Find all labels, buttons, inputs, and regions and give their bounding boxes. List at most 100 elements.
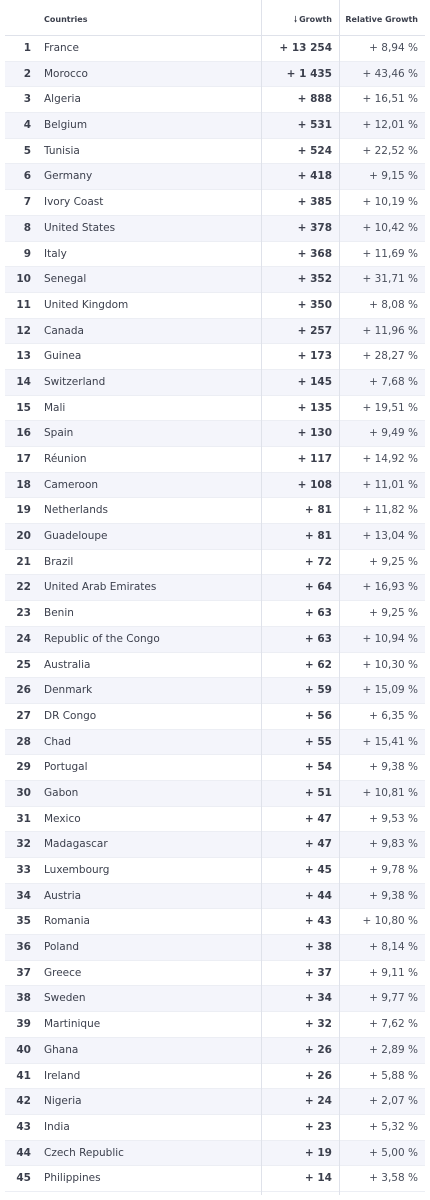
- table-row[interactable]: 34 Austria + 44 + 9,38 %: [5, 883, 425, 910]
- country-cell: Senegal: [44, 273, 87, 286]
- table-row[interactable]: 11 United Kingdom + 350 + 8,08 %: [5, 293, 425, 319]
- table-row[interactable]: 38 Sweden + 34 + 9,77 %: [5, 986, 425, 1013]
- rank-cell: 45: [16, 1172, 31, 1185]
- country-cell: Switzerland: [44, 375, 106, 388]
- growth-cell: + 54: [304, 761, 332, 774]
- table-row[interactable]: 12 Canada + 257 + 11,96 %: [5, 318, 425, 345]
- table-row[interactable]: 42 Nigeria + 24 + 2,07 %: [5, 1089, 425, 1115]
- table-row[interactable]: 16 Spain + 130 + 9,49 %: [5, 421, 425, 447]
- country-cell: DR Congo: [44, 709, 97, 722]
- rank-cell: 42: [16, 1095, 31, 1108]
- rank-cell: 21: [16, 555, 31, 568]
- table-row[interactable]: 19 Netherlands + 81 + 11,82 %: [5, 498, 425, 525]
- relative-growth-cell: + 15,09 %: [362, 684, 418, 697]
- rank-cell: 15: [16, 401, 31, 414]
- table-row[interactable]: 41 Ireland + 26 + 5,88 %: [5, 1064, 425, 1090]
- relative-growth-cell: + 9,83 %: [369, 838, 418, 851]
- table-row[interactable]: 5 Tunisia + 524 + 22,52 %: [5, 139, 425, 165]
- country-cell: Brazil: [44, 555, 74, 568]
- relative-growth-cell: + 11,69 %: [362, 247, 418, 260]
- country-cell: Ireland: [44, 1069, 81, 1082]
- table-row[interactable]: 33 Luxembourg + 45 + 9,78 %: [5, 858, 425, 884]
- table-row[interactable]: 24 Republic of the Congo + 63 + 10,94 %: [5, 626, 425, 653]
- rank-cell: 39: [16, 1018, 31, 1031]
- growth-cell: + 44: [304, 889, 332, 902]
- relative-growth-cell: + 12,01 %: [362, 119, 418, 132]
- table-row[interactable]: 44 Czech Republic + 19 + 5,00 %: [5, 1140, 425, 1167]
- growth-cell: + 378: [297, 221, 332, 234]
- relative-growth-cell: + 2,89 %: [369, 1043, 418, 1056]
- rank-cell: 17: [16, 453, 31, 465]
- table-row[interactable]: 28 Chad + 55 + 15,41 %: [5, 729, 425, 756]
- arrow-down-icon: 🠓: [294, 15, 298, 24]
- growth-cell: + 135: [297, 401, 332, 414]
- country-cell: Canada: [44, 324, 84, 337]
- table-row[interactable]: 22 United Arab Emirates + 64 + 16,93 %: [5, 575, 425, 602]
- column-divider: [339, 0, 340, 1195]
- relative-growth-cell: + 9,49 %: [369, 427, 418, 440]
- table-row[interactable]: 32 Madagascar + 47 + 9,83 %: [5, 832, 425, 858]
- relative-growth-cell: + 11,01 %: [362, 478, 418, 491]
- country-cell: Czech Republic: [44, 1146, 124, 1159]
- table-row[interactable]: 40 Ghana + 26 + 2,89 %: [5, 1037, 425, 1064]
- country-cell: Greece: [44, 966, 82, 979]
- column-header-countries[interactable]: Countries: [44, 15, 88, 24]
- table-row[interactable]: 27 DR Congo + 56 + 6,35 %: [5, 704, 425, 730]
- table-row[interactable]: 8 United States + 378 + 10,42 %: [5, 215, 425, 242]
- relative-growth-cell: + 16,93 %: [362, 581, 418, 594]
- table-row[interactable]: 20 Guadeloupe + 81 + 13,04 %: [5, 524, 425, 550]
- table-row[interactable]: 9 Italy + 368 + 11,69 %: [5, 242, 425, 268]
- rank-cell: 25: [16, 658, 31, 671]
- table-row[interactable]: 15 Mali + 135 + 19,51 %: [5, 396, 425, 422]
- table-row[interactable]: 6 Germany + 418 + 9,15 %: [5, 164, 425, 191]
- table-row[interactable]: 25 Australia + 62 + 10,30 %: [5, 653, 425, 679]
- table-row[interactable]: 36 Poland + 38 + 8,14 %: [5, 935, 425, 961]
- table-row[interactable]: 7 Ivory Coast + 385 + 10,19 %: [5, 190, 425, 216]
- growth-cell: + 34: [304, 992, 332, 1005]
- growth-cell: + 350: [297, 298, 332, 311]
- table-row[interactable]: 14 Switzerland + 145 + 7,68 %: [5, 369, 425, 396]
- country-cell: France: [44, 42, 79, 54]
- growth-cell: + 24: [304, 1095, 332, 1108]
- table-row[interactable]: 29 Portugal + 54 + 9,38 %: [5, 755, 425, 781]
- growth-cell: + 531: [297, 119, 332, 132]
- table-row[interactable]: 23 Benin + 63 + 9,25 %: [5, 601, 425, 627]
- country-cell: Poland: [44, 941, 80, 954]
- table-row[interactable]: 37 Greece + 37 + 9,11 %: [5, 961, 425, 987]
- growth-cell: + 26: [304, 1043, 332, 1056]
- table-row[interactable]: 1 France + 13 254 + 8,94 %: [5, 36, 425, 62]
- growth-cell: + 64: [304, 581, 332, 594]
- table-row[interactable]: 10 Senegal + 352 + 31,71 %: [5, 267, 425, 293]
- country-cell: Spain: [44, 427, 74, 440]
- growth-cell: + 38: [304, 941, 332, 954]
- table-row[interactable]: 35 Romania + 43 + 10,80 %: [5, 909, 425, 936]
- growth-cell: + 108: [297, 478, 332, 491]
- rank-cell: 1: [23, 42, 31, 54]
- table-row[interactable]: 43 India + 23 + 5,32 %: [5, 1115, 425, 1141]
- table-header: Countries 🠓 Growth Relative Growth: [5, 0, 425, 36]
- growth-cell: + 56: [304, 709, 332, 722]
- table-row[interactable]: 17 Réunion + 117 + 14,92 %: [5, 447, 425, 473]
- table-row[interactable]: 26 Denmark + 59 + 15,09 %: [5, 678, 425, 704]
- column-header-relative-growth[interactable]: Relative Growth: [345, 15, 418, 24]
- table-row[interactable]: 31 Mexico + 47 + 9,53 %: [5, 807, 425, 833]
- country-cell: Austria: [44, 889, 82, 902]
- table-row[interactable]: 13 Guinea + 173 + 28,27 %: [5, 344, 425, 370]
- rank-cell: 33: [16, 864, 31, 876]
- table-row[interactable]: 18 Cameroon + 108 + 11,01 %: [5, 472, 425, 499]
- rank-cell: 12: [16, 324, 31, 337]
- table-row[interactable]: 39 Martinique + 32 + 7,62 %: [5, 1012, 425, 1038]
- country-cell: Gabon: [44, 786, 79, 799]
- rank-cell: 10: [16, 273, 31, 286]
- growth-table: Countries 🠓 Growth Relative Growth 1 Franc…: [5, 0, 425, 1195]
- table-row[interactable]: 21 Brazil + 72 + 9,25 %: [5, 550, 425, 576]
- table-row[interactable]: 3 Algeria + 888 + 16,51 %: [5, 87, 425, 114]
- column-header-growth[interactable]: 🠓 Growth: [262, 0, 332, 35]
- table-row[interactable]: 2 Morocco + 1 435 + 43,46 %: [5, 61, 425, 88]
- country-cell: Romania: [44, 915, 90, 928]
- table-row[interactable]: 30 Gabon + 51 + 10,81 %: [5, 780, 425, 807]
- table-row[interactable]: 45 Philippines + 14 + 3,58 %: [5, 1166, 425, 1192]
- table-row[interactable]: 4 Belgium + 531 + 12,01 %: [5, 113, 425, 139]
- relative-growth-cell: + 9,25 %: [369, 607, 418, 620]
- country-cell: Mexico: [44, 812, 81, 825]
